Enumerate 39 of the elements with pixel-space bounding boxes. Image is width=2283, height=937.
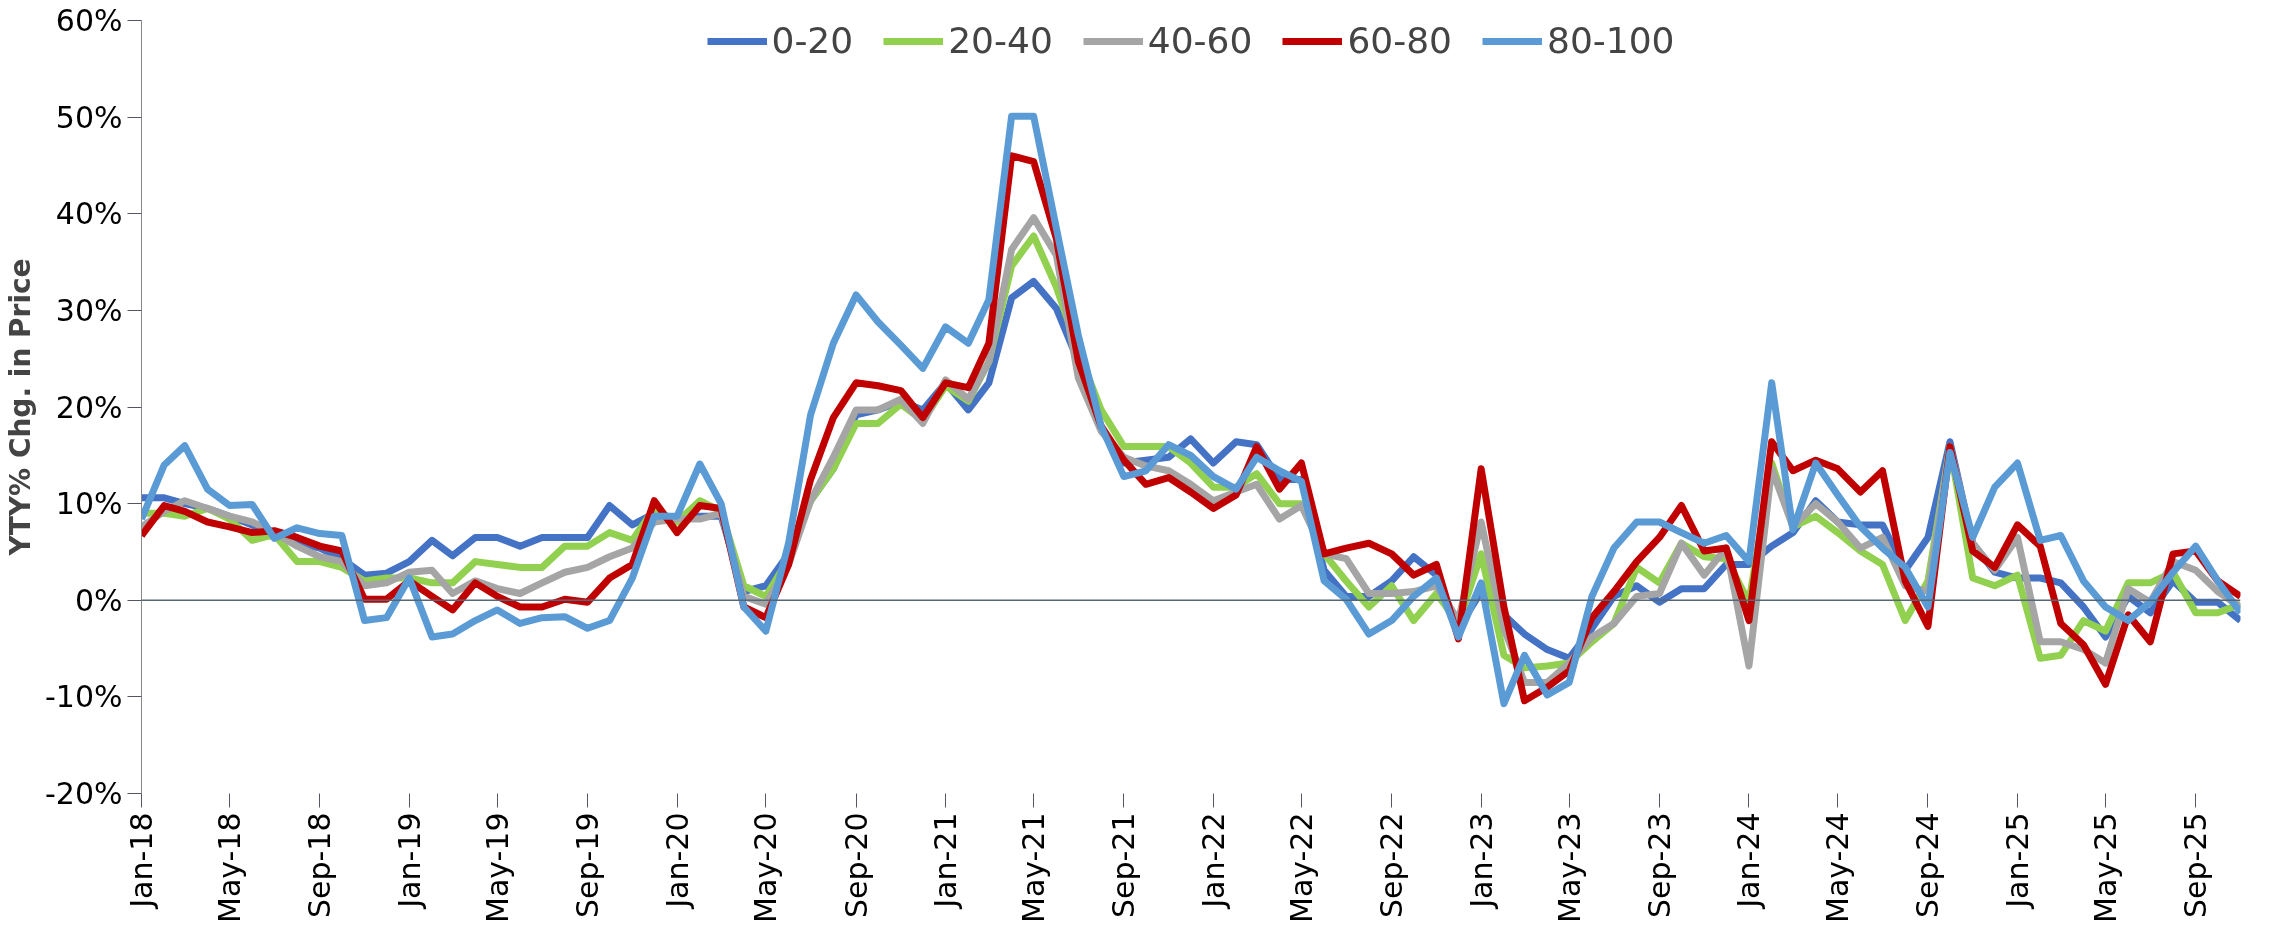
x-tick-label: May-19 — [479, 812, 515, 923]
y-tick-label: 60% — [55, 3, 123, 38]
y-axis-title: YTY% Chg. in Price — [4, 258, 37, 557]
y-tick-label: 0% — [74, 582, 123, 618]
legend-label: 40-60 — [1147, 20, 1253, 61]
y-tick-label: -10% — [45, 679, 123, 715]
x-tick-label: Jan-19 — [391, 812, 427, 910]
y-tick-label: 10% — [55, 486, 123, 522]
x-tick-label: May-18 — [212, 812, 248, 923]
x-tick-label: Jan-25 — [1999, 812, 2035, 910]
y-tick-label: 20% — [55, 389, 123, 425]
x-tick-label: Sep-20 — [838, 812, 874, 919]
legend-label: 80-100 — [1547, 20, 1675, 61]
x-tick-label: May-23 — [1551, 812, 1587, 923]
legend-label: 20-40 — [948, 20, 1053, 61]
y-tick-label: 30% — [55, 292, 123, 328]
legend-label: 60-80 — [1347, 20, 1453, 61]
x-tick-label: Sep-23 — [1641, 812, 1677, 919]
y-tick-label: -20% — [45, 776, 123, 811]
x-tick-label: May-22 — [1283, 812, 1319, 923]
x-tick-label: Jan-23 — [1463, 812, 1499, 910]
y-tick-label: 40% — [55, 196, 123, 232]
x-tick-label: Jan-21 — [928, 812, 964, 910]
x-tick-label: Sep-21 — [1106, 812, 1142, 919]
x-tick-label: May-20 — [748, 812, 784, 923]
x-tick-label: Jan-22 — [1195, 812, 1231, 910]
x-tick-label: Sep-22 — [1374, 812, 1410, 919]
x-tick-label: Sep-24 — [1910, 812, 1946, 919]
x-tick-label: May-21 — [1016, 812, 1052, 923]
x-tick-label: May-24 — [1820, 812, 1856, 923]
x-tick-label: Sep-18 — [302, 812, 338, 919]
legend-label: 0-20 — [771, 20, 854, 61]
x-tick-label: Sep-25 — [2178, 812, 2214, 919]
y-tick-label: 50% — [55, 99, 123, 135]
x-tick-label: Jan-20 — [659, 812, 695, 910]
x-tick-label: Jan-24 — [1731, 812, 1767, 910]
x-tick-label: Sep-19 — [570, 812, 606, 919]
x-tick-label: Jan-18 — [124, 812, 159, 910]
x-tick-label: May-25 — [2088, 812, 2124, 923]
